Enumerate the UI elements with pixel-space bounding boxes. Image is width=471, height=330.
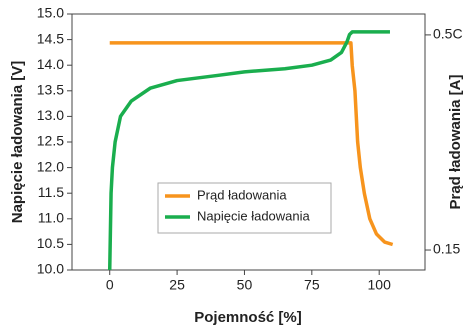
y-tick-label: 11.5 (38, 184, 64, 200)
y-tick-label: 13.5 (37, 82, 64, 98)
y-tick-label: 10.0 (37, 261, 64, 277)
legend-label: Napięcie ładowania (197, 208, 311, 223)
y-tick-label: 13.0 (37, 107, 64, 123)
legend-box (157, 182, 332, 234)
x-tick-label: 100 (368, 277, 392, 293)
y-tick-label: 12.5 (37, 133, 64, 149)
y2-tick-label: 0.5C (433, 26, 463, 42)
x-tick-label: 25 (169, 277, 185, 293)
y-tick-label: 14.0 (37, 56, 64, 72)
y-tick-label: 14.5 (37, 30, 64, 46)
y2-tick-label: 0.15 (433, 241, 460, 257)
y-tick-label: 10.5 (37, 235, 64, 251)
y-tick-label: 15.0 (37, 5, 64, 21)
y-tick-label: 11.0 (38, 210, 64, 226)
series-line (109, 41, 394, 247)
x-axis-label: Pojemność [%] (194, 309, 302, 326)
series-line (107, 30, 390, 271)
y2-axis-label: Prąd ładowania [A] (447, 74, 464, 209)
x-tick-label: 75 (304, 277, 320, 293)
x-tick-label: 0 (106, 277, 114, 293)
y-tick-label: 12.0 (37, 158, 64, 174)
legend-label: Prąd ładowania (197, 187, 287, 202)
y-axis-label: Napięcie ładowania [V] (9, 61, 26, 224)
x-tick-label: 50 (237, 277, 253, 293)
